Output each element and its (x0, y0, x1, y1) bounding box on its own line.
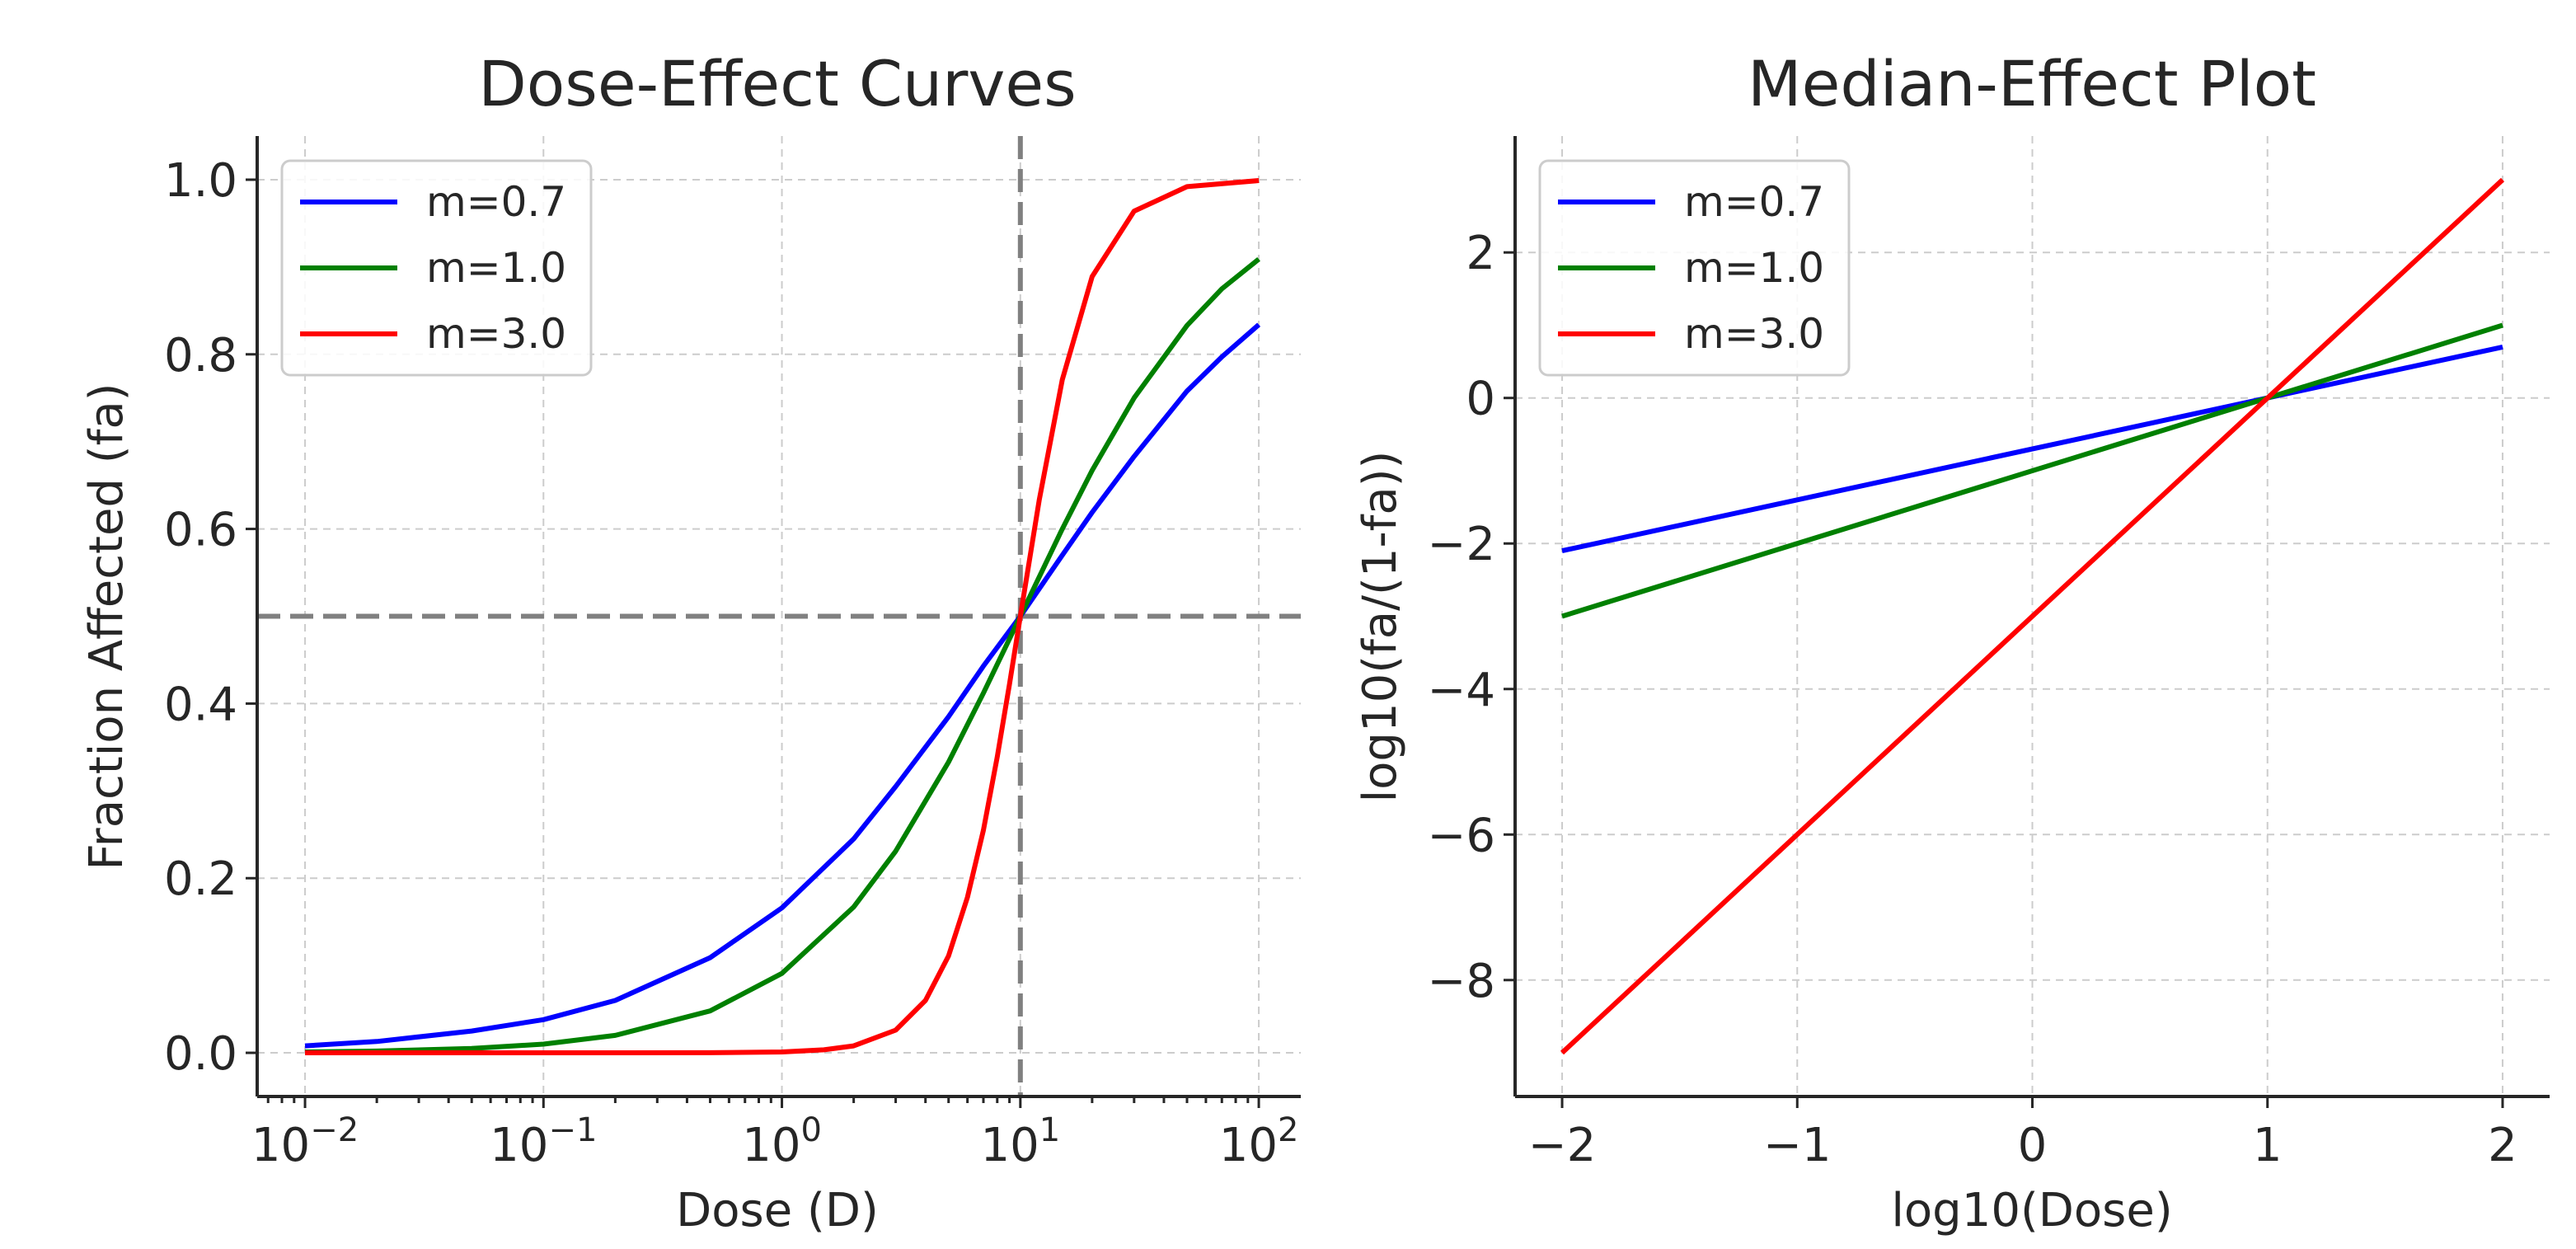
legend-entry-label: m=1.0 (1684, 244, 1824, 292)
legend-entry-label: m=3.0 (426, 310, 566, 358)
series-lines (1560, 177, 2505, 1055)
legend-frame (280, 159, 593, 377)
x-tick-label: 101 (980, 1111, 1060, 1172)
chart-title: Dose-Effect Curves (478, 47, 1077, 120)
y-tick-label: 0.6 (164, 504, 237, 557)
x-tick-label: 102 (1219, 1111, 1299, 1172)
x-axis-label: log10(Dose) (1891, 1184, 2172, 1237)
legend: m=0.7 m=1.0 m=3.0 (280, 159, 593, 377)
y-tick-label: 2 (1466, 227, 1495, 280)
x-tick-label: 1 (2253, 1119, 2283, 1172)
x-tick-label: −1 (1763, 1119, 1832, 1172)
x-tick-label: 10−1 (490, 1111, 597, 1172)
series-line-m=0.7 (1561, 344, 2503, 554)
y-tick-label: 0 (1466, 373, 1495, 426)
legend: m=0.7 m=1.0 m=3.0 (1538, 159, 1851, 377)
y-tick-label: 0.0 (164, 1027, 237, 1081)
y-tick-label: 0.8 (164, 329, 237, 383)
series-line-m=3.0 (1560, 177, 2505, 1055)
y-axis-label: log10(fa/(1-fa)) (1354, 451, 1407, 803)
grid (1515, 136, 2550, 1096)
series-lines (304, 178, 1261, 1055)
legend-entry-label: m=0.7 (1684, 178, 1824, 226)
x-tick-label: 10−2 (251, 1111, 359, 1172)
dose-effect-panel: Dose-Effect Curves Dose (D) Fraction Aff… (80, 47, 1301, 1237)
median-effect-panel: Median-Effect Plot log10(Dose) log10(fa/… (1354, 47, 2550, 1237)
series-line-m=0.7 (304, 322, 1261, 1049)
y-tick-label: −4 (1427, 664, 1495, 717)
x-tick-label: −2 (1528, 1119, 1597, 1172)
y-tick-label: −8 (1427, 955, 1495, 1008)
x-axis-label: Dose (D) (676, 1184, 879, 1237)
y-tick-label: 1.0 (164, 154, 237, 208)
series-line-m=1.0 (304, 256, 1260, 1054)
y-tick-label: 0.2 (164, 852, 237, 906)
legend-entry-label: m=3.0 (1684, 310, 1824, 358)
y-tick-label: −6 (1427, 809, 1495, 862)
y-axis-label: Fraction Affected (fa) (80, 383, 134, 871)
x-tick-label: 100 (742, 1111, 822, 1172)
legend-entry-label: m=1.0 (426, 244, 566, 292)
chart-title: Median-Effect Plot (1748, 47, 2316, 120)
series-line-m=1.0 (1561, 322, 2503, 619)
axis-ticks: −2 −1 0 1 2 −8 −6 −4 −2 0 2 (1427, 227, 2517, 1172)
y-tick-label: 0.4 (164, 678, 237, 731)
x-tick-label: 0 (2018, 1119, 2048, 1172)
series-line-m=3.0 (305, 178, 1260, 1055)
axes-spines (256, 136, 1301, 1098)
legend-entry-label: m=0.7 (426, 178, 566, 226)
x-tick-label: 2 (2488, 1119, 2517, 1172)
legend-frame (1538, 159, 1851, 377)
axis-ticks: 10−2 10−1 100 101 102 0.0 0.2 0.4 0.6 0.8 1.0 (164, 154, 1298, 1172)
y-tick-label: −2 (1427, 518, 1495, 571)
